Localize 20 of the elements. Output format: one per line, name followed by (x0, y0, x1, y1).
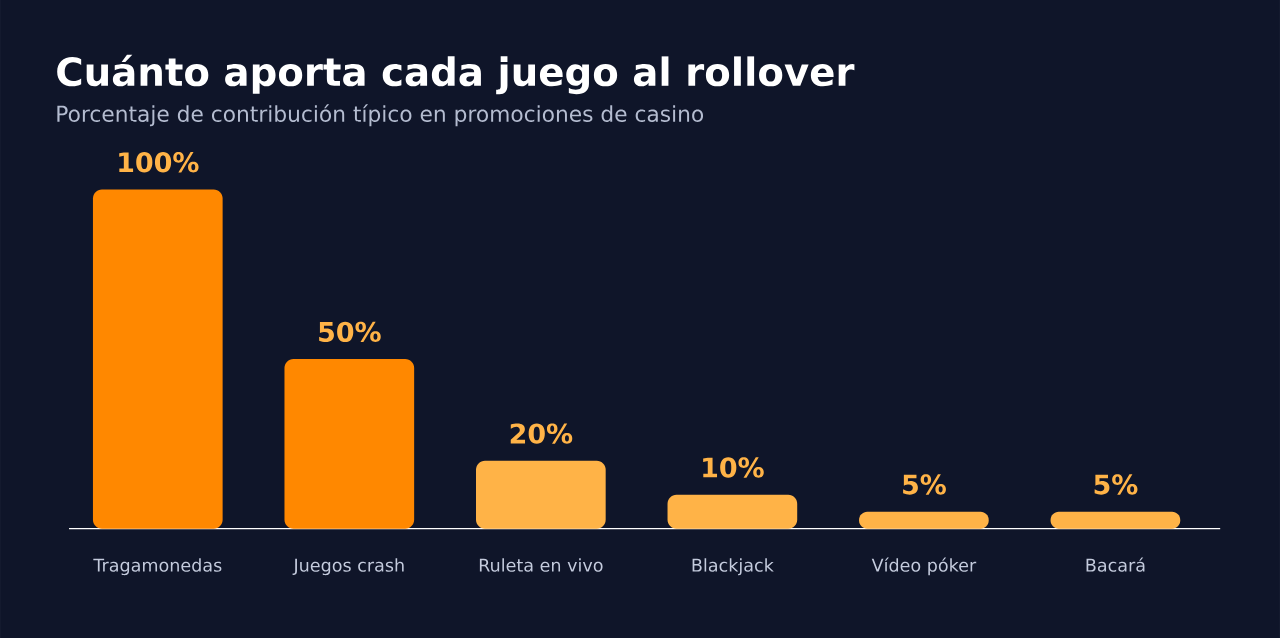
data-label: 5% (903, 474, 946, 495)
chart-subtitle: Porcentaje de contribución típico en promociones de casino (57, 104, 704, 127)
bar (284, 358, 415, 529)
bar (1050, 511, 1181, 529)
x-tick-label: Vídeo póker (871, 557, 977, 576)
data-label: 50% (319, 321, 381, 342)
x-tick-label: Tragamonedas (93, 558, 222, 576)
x-tick-label: Blackjack (692, 558, 774, 576)
bar (667, 494, 798, 529)
bar (859, 511, 989, 529)
bar (476, 460, 606, 529)
x-tick-label: Juegos crash (292, 558, 404, 576)
chart-title: Cuánto aporta cada juego al rollover (57, 54, 855, 94)
data-label: 20% (510, 423, 573, 444)
data-label: 5% (1094, 474, 1138, 495)
data-label: 10% (703, 457, 764, 478)
data-label: 100% (119, 151, 199, 173)
x-tick-label: Bacará (1086, 557, 1145, 572)
bar (92, 189, 223, 529)
x-tick-label: Ruleta en vivo (479, 558, 603, 572)
